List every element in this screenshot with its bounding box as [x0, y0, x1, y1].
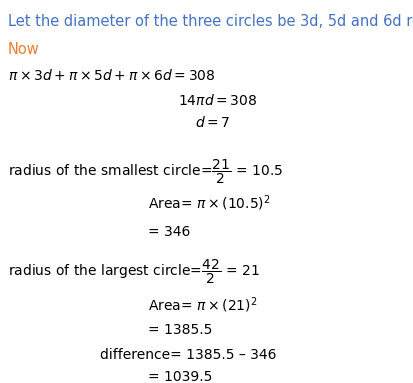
Text: Now: Now [8, 42, 40, 57]
Text: = 346: = 346 [148, 225, 190, 239]
Text: difference= 1385.5 – 346: difference= 1385.5 – 346 [100, 348, 276, 362]
Text: radius of the largest circle=$\dfrac{42}{2}$ = 21: radius of the largest circle=$\dfrac{42}… [8, 258, 260, 286]
Text: Area= $\pi \times (10.5)^2$: Area= $\pi \times (10.5)^2$ [148, 193, 271, 213]
Text: = 1385.5: = 1385.5 [148, 323, 212, 337]
Text: $d = 7$: $d = 7$ [195, 115, 230, 130]
Text: radius of the smallest circle=$\dfrac{21}{2}$ = 10.5: radius of the smallest circle=$\dfrac{21… [8, 158, 283, 187]
Text: Area= $\pi \times (21)^2$: Area= $\pi \times (21)^2$ [148, 295, 257, 314]
Text: $\pi \times 3d + \pi \times 5d + \pi \times 6d = 308$: $\pi \times 3d + \pi \times 5d + \pi \ti… [8, 68, 216, 83]
Text: $14\pi d = 308$: $14\pi d = 308$ [178, 93, 257, 108]
Text: = 1039.5: = 1039.5 [148, 370, 212, 383]
Text: Let the diameter of the three circles be 3d, 5d and 6d respectively.: Let the diameter of the three circles be… [8, 14, 413, 29]
